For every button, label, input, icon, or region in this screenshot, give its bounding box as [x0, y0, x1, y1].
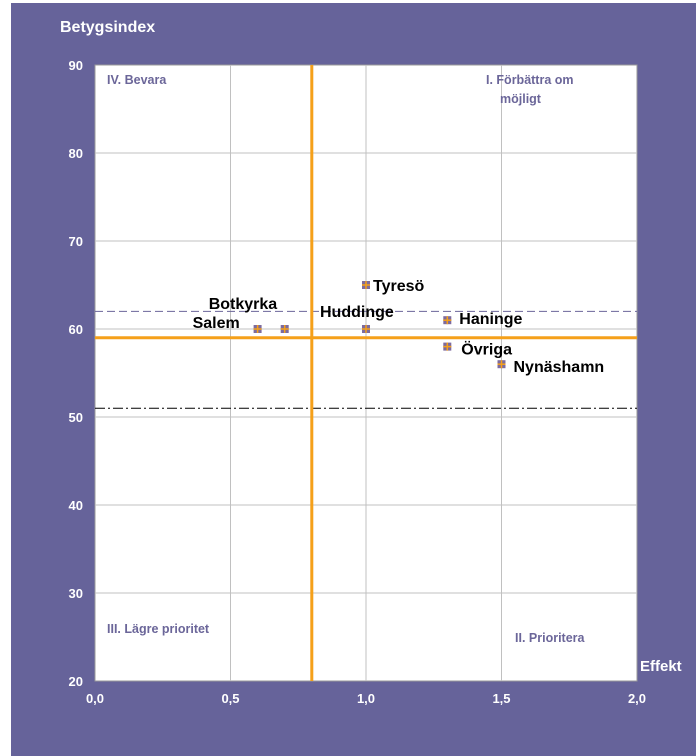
y-tick-label: 60 [69, 322, 83, 337]
data-label: Botkyrka [209, 296, 278, 313]
data-label: Salem [193, 315, 240, 332]
y-tick-label: 30 [69, 586, 83, 601]
x-axis-title: Effekt [640, 658, 682, 675]
quadrant-label-top-right: I. Förbättra om [486, 73, 574, 87]
quadrant-label-top-left: IV. Bevara [107, 73, 167, 87]
x-tick-label: 2,0 [628, 691, 646, 706]
data-label: Huddinge [320, 304, 394, 321]
x-tick-label: 0,5 [221, 691, 239, 706]
quadrant-label-top-right-line2: möjligt [500, 92, 542, 106]
x-tick-label: 1,5 [492, 691, 510, 706]
x-tick-label: 1,0 [357, 691, 375, 706]
y-tick-label: 90 [69, 58, 83, 73]
x-tick-label: 0,0 [86, 691, 104, 706]
y-tick-label: 40 [69, 498, 83, 513]
y-tick-label: 80 [69, 146, 83, 161]
data-label: Tyresö [373, 278, 425, 295]
y-tick-label: 70 [69, 234, 83, 249]
data-label: Haninge [459, 311, 522, 328]
y-tick-label: 50 [69, 410, 83, 425]
y-tick-label: 20 [69, 674, 83, 689]
y-axis-title: Betygsindex [60, 19, 155, 36]
quadrant-label-bottom-left: III. Lägre prioritet [107, 622, 210, 636]
quadrant-label-bottom-right: II. Prioritera [515, 631, 586, 645]
data-label: Övriga [461, 340, 512, 359]
data-label: Nynäshamn [514, 359, 605, 376]
